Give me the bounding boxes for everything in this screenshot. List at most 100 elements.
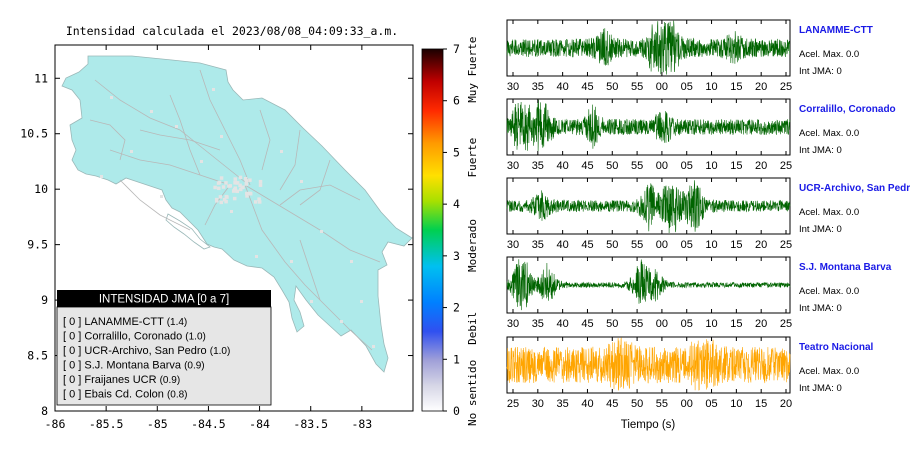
trace-panel: 30 35 40 45 50 55 00 05 10 15 20 25 Corralillo, Coro… — [506, 98, 896, 172]
land-polygon — [61, 55, 413, 373]
road — [139, 129, 221, 151]
color-bar-tick-label: 0 — [453, 404, 460, 418]
legend-item-label: [ 0 ] UCR-Archivo, San Pedro — [63, 345, 210, 357]
trace-tick-label: 20 — [755, 81, 767, 93]
town-marker — [224, 194, 229, 199]
town-marker — [241, 185, 245, 189]
station-accel: Acel. Max. 0.0 — [799, 207, 859, 218]
road — [299, 159, 331, 206]
town-marker — [214, 199, 219, 203]
trace-tick-label: 55 — [631, 239, 643, 251]
road — [89, 119, 126, 161]
trace-tick-label: 50 — [606, 318, 618, 330]
trace-tick-label: 45 — [581, 318, 593, 330]
road — [94, 79, 246, 183]
trace-tick-label: 50 — [606, 81, 618, 93]
map-title: Intensidad calculada el 2023/08/08_04:09… — [66, 24, 398, 38]
trace-tick-label: 45 — [581, 160, 593, 172]
legend-item-label: [ 0 ] Ebais Cd. Colon — [63, 389, 167, 401]
town-marker — [239, 187, 243, 192]
town-marker — [360, 300, 363, 303]
town-marker — [238, 175, 243, 180]
trace-tick-label: 35 — [557, 398, 569, 410]
legend-item-value: (1.0) — [185, 332, 206, 343]
legend-item-value: (0.8) — [167, 390, 188, 401]
road — [299, 239, 321, 301]
trace-tick-label: 50 — [606, 160, 618, 172]
town-marker — [217, 186, 221, 191]
waveform-line — [506, 337, 791, 391]
trace-tick-label: 00 — [656, 239, 668, 251]
legend-item-label: [ 0 ] Corralillo, Coronado — [63, 331, 185, 343]
legend-box — [56, 306, 272, 406]
station-name: Teatro Nacional — [799, 342, 873, 353]
trace-tick-label: 30 — [507, 81, 519, 93]
station-int-jma: Int JMA: 0 — [799, 66, 842, 77]
trace-tick-label: 05 — [681, 239, 693, 251]
color-bar-tick-label: 2 — [453, 301, 460, 315]
trace-tick-label: 40 — [557, 318, 569, 330]
station-accel: Acel. Max. 0.0 — [799, 49, 859, 60]
town-marker — [222, 197, 227, 202]
road — [279, 184, 361, 206]
station-accel: Acel. Max. 0.0 — [799, 128, 859, 139]
station-accel: Acel. Max. 0.0 — [799, 366, 859, 377]
lat-tick-label: 8 — [41, 404, 48, 418]
town-marker — [340, 320, 343, 323]
lon-tick-label: -84 — [249, 417, 270, 431]
trace-tick-label: 10 — [705, 318, 717, 330]
lon-tick-label: -86 — [45, 417, 66, 431]
town-marker — [100, 175, 103, 178]
town-marker — [221, 185, 226, 189]
color-bar-category: Fuerte — [466, 138, 479, 178]
trace-tick-label: 35 — [532, 318, 544, 330]
trace-tick-label: 35 — [532, 160, 544, 172]
trace-tick-label: 55 — [631, 81, 643, 93]
trace-tick-label: 15 — [730, 81, 742, 93]
town-marker — [280, 150, 283, 153]
lat-tick-label: 10.5 — [20, 127, 48, 141]
longitude-axis: -86 -85.5 -85 -84.5 -84 -83.5 -83 — [45, 45, 372, 431]
color-bar-category: No sentido — [466, 360, 479, 426]
trace-tick-label: 35 — [532, 81, 544, 93]
trace-tick-label: 40 — [557, 160, 569, 172]
town-marker — [310, 300, 313, 303]
town-marker — [372, 345, 375, 348]
legend-item-value: (1.4) — [167, 317, 188, 328]
town-marker — [248, 178, 252, 182]
town-marker — [258, 179, 263, 184]
lat-tick-label: 11 — [34, 71, 48, 85]
town-marker — [212, 88, 215, 91]
trace-tick-label: 20 — [755, 160, 767, 172]
waveform-panels: 30 35 40 45 50 55 00 05 10 15 20 25 LANAMME-CTT Acel.… — [506, 19, 910, 410]
town-marker — [245, 191, 249, 196]
town-marker — [350, 260, 353, 263]
intensity-color-bar — [421, 48, 444, 412]
trace-tick-label: 45 — [606, 398, 618, 410]
trace-tick-label: 00 — [656, 160, 668, 172]
color-bar-category: Debil — [466, 312, 479, 345]
lat-tick-label: 9.5 — [27, 238, 48, 252]
legend-title: INTENSIDAD JMA [0 a 7] — [99, 294, 229, 306]
trace-tick-label: 45 — [581, 81, 593, 93]
road — [199, 69, 251, 186]
road — [259, 109, 271, 171]
lon-tick-label: -83.5 — [293, 417, 328, 431]
trace-tick-label: 15 — [755, 398, 767, 410]
waveform-line — [506, 180, 791, 234]
trace-tick-label: 05 — [681, 318, 693, 330]
town-marker — [257, 200, 262, 204]
town-marker — [220, 135, 223, 138]
town-marker — [238, 183, 242, 188]
lat-tick-label: 8.5 — [27, 349, 48, 363]
town-marker — [243, 176, 248, 181]
trace-tick-label: 00 — [681, 398, 693, 410]
legend-item-value: (0.9) — [160, 375, 181, 386]
color-bar-ticks: 7 6 5 4 3 2 1 0 — [443, 42, 460, 418]
legend-item: [ 0 ] Fraijanes UCR (0.9) — [63, 374, 180, 386]
trace-tick-label: 55 — [631, 318, 643, 330]
trace-panel: 30 35 40 45 50 55 00 05 10 15 20 25 S.J. Montana Bar… — [506, 256, 892, 330]
road — [279, 129, 301, 191]
trace-tick-label: 40 — [557, 81, 569, 93]
